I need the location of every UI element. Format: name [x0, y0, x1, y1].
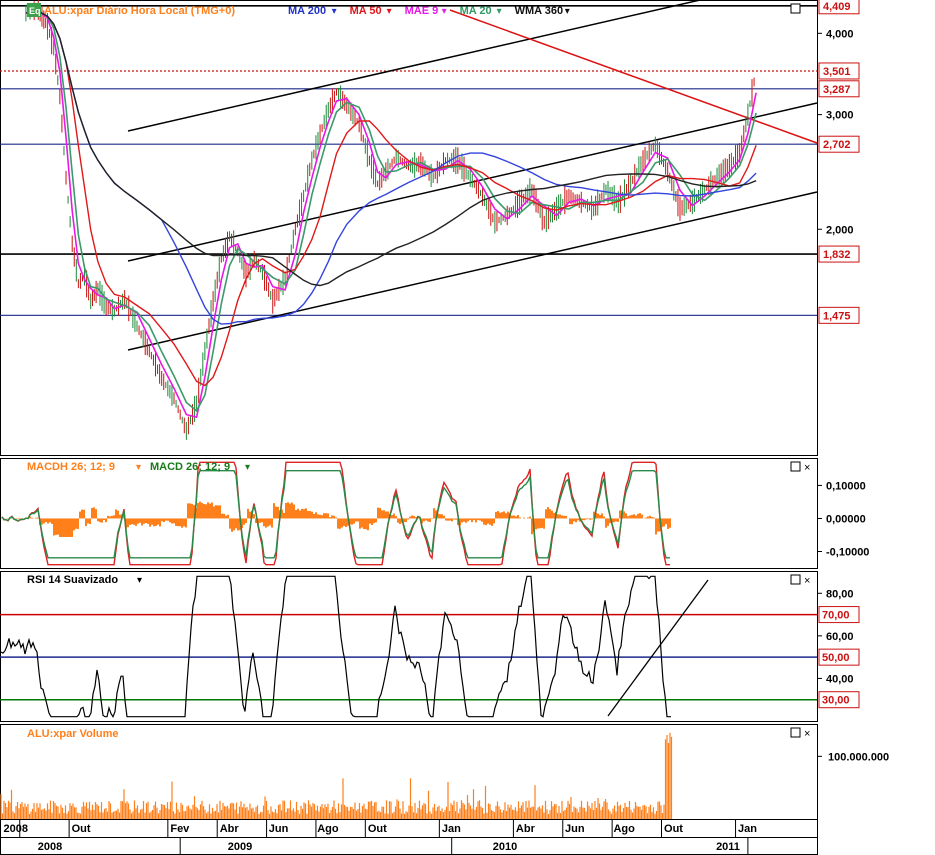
- y-tick-label: 3,000: [826, 110, 854, 122]
- price-panel-controls: [790, 3, 801, 14]
- price-label-box: [818, 135, 860, 153]
- y-tick-label: 4,000: [826, 28, 854, 40]
- rsi-level-label: 50,00: [822, 652, 850, 664]
- year-label: 2008: [38, 841, 62, 853]
- price-series: [25, 0, 757, 440]
- price-axis: 4,409 3,501 3,287 2,702 1,832 1,475 4,000 3,000…: [817, 0, 860, 324]
- indicator-dropdown-icon: ▾: [387, 6, 392, 17]
- rsi-dropdown-icon[interactable]: ▾: [137, 575, 142, 586]
- equity-badge: Eq: [29, 6, 41, 16]
- price-level-label: 4,409: [823, 1, 851, 13]
- volume-maximize-icon[interactable]: [790, 727, 801, 738]
- indicator-dropdown-icon: ▾: [565, 6, 570, 17]
- x-tick-label: Ago: [613, 823, 635, 835]
- price-level-lines: [0, 4, 817, 316]
- x-tick-label: Out: [368, 823, 387, 835]
- x-tick-label: Jan: [738, 823, 757, 835]
- year-label: 2011: [716, 841, 740, 853]
- x-tick-label: Ago: [317, 823, 339, 835]
- rsi-level-label: 30,00: [822, 695, 850, 707]
- resistance-trend-line: [449, 9, 818, 144]
- wma360-line: [25, 10, 757, 287]
- indicator-dropdown-icon: ▾: [332, 6, 337, 17]
- x-tick-label: Out: [664, 823, 683, 835]
- macdh-dropdown-icon[interactable]: ▾: [136, 462, 141, 473]
- indicator-legend-item[interactable]: MA 20: [460, 5, 492, 17]
- indicator-dropdown-icon: ▾: [442, 6, 447, 17]
- x-tick-label: 2008: [4, 823, 28, 835]
- volume-y-tick-label: 100.000.000: [828, 751, 889, 763]
- macd-y-tick-label: -0,10000: [826, 546, 869, 558]
- rsi-y-tick-label: 60,00: [826, 631, 854, 643]
- price-level-label: 3,501: [823, 66, 851, 78]
- rsi-maximize-icon[interactable]: [790, 574, 801, 585]
- macd-header: MACDH 26; 12; 9 ▾ MACD 26; 12; 9 ▾ ×: [27, 461, 810, 474]
- price-level-label: 1,832: [823, 249, 851, 261]
- x-tick-label: Jan: [442, 823, 461, 835]
- macd-panel: 0,10000 0,00000 -0,10000: [1, 461, 869, 566]
- x-tick-label: Jun: [269, 823, 289, 835]
- mae9-line: [25, 10, 757, 419]
- macd-signal-line: [1, 461, 670, 566]
- x-tick-label: Abr: [516, 823, 536, 835]
- rsi-panel: 70,00 50,00 30,00 80,00 60,00 40,00: [0, 575, 860, 719]
- channel-trend-line: [127, 0, 701, 132]
- y-tick-label: 2,000: [826, 224, 854, 236]
- indicator-legend-item[interactable]: WMA 360: [515, 5, 564, 17]
- rsi-label[interactable]: RSI 14 Suavizado: [27, 574, 118, 586]
- rsi-close-icon[interactable]: ×: [804, 575, 810, 587]
- ma50-line: [25, 10, 757, 387]
- indicator-legend-item[interactable]: MA 200: [288, 5, 326, 17]
- price-label-box: [818, 306, 860, 324]
- x-tick-label: Jun: [565, 823, 585, 835]
- rsi-level-label: 70,00: [822, 610, 850, 622]
- panel-frames: [0, 0, 818, 855]
- macd-line: [1, 470, 670, 559]
- macd-maximize-icon[interactable]: [790, 461, 801, 472]
- x-tick-label: Out: [72, 823, 91, 835]
- indicator-legend: MA 200 ▾ MA 50 ▾ MAE 9 ▾ MA 20 ▾ WMA 360 ▾: [288, 5, 570, 17]
- ma20-line: [25, 10, 757, 413]
- price-level-label: 1,475: [823, 310, 851, 322]
- maximize-icon[interactable]: [790, 3, 801, 14]
- rsi-level-box: [818, 606, 860, 624]
- price-level-label: 3,287: [823, 84, 851, 96]
- macd-label[interactable]: MACD 26; 12; 9: [150, 461, 230, 473]
- price-label-box: [818, 80, 860, 98]
- x-tick-label: Abr: [220, 823, 240, 835]
- indicator-legend-item[interactable]: MA 50: [350, 5, 382, 17]
- equity-badge-icon: [27, 3, 41, 17]
- indicator-dropdown-icon: ▾: [497, 6, 502, 17]
- volume-label[interactable]: ALU:xpar Volume: [27, 728, 118, 740]
- price-label-box: [818, 62, 860, 80]
- rsi-line: [0, 575, 671, 719]
- rsi-level-box: [818, 648, 860, 666]
- price-label-box: [818, 0, 860, 15]
- rsi-header: RSI 14 Suavizado ▾ ×: [27, 574, 810, 587]
- indicator-legend-item[interactable]: MAE 9: [405, 5, 439, 17]
- price-level-label: 2,702: [823, 139, 851, 151]
- volume-close-icon[interactable]: ×: [804, 728, 810, 740]
- rsi-y-tick-label: 40,00: [826, 673, 854, 685]
- volume-panel: 100.000.000: [0, 732, 889, 819]
- rsi-y-tick-label: 80,00: [826, 588, 854, 600]
- rsi-trend-line: [607, 579, 709, 717]
- macd-y-tick-label: 0,10000: [826, 480, 866, 492]
- year-label: 2010: [493, 841, 517, 853]
- rsi-level-box: [818, 691, 860, 709]
- macd-dropdown-icon[interactable]: ▾: [245, 462, 250, 473]
- price-label-box: [818, 245, 860, 263]
- x-tick-label: Fev: [170, 823, 190, 835]
- macd-close-icon[interactable]: ×: [804, 462, 810, 474]
- time-axis: 2008 Out Fev Abr Jun Ago Out Jan Abr Jun Ago Out Jan…: [0, 819, 817, 855]
- macd-y-tick-label: 0,00000: [826, 513, 866, 525]
- chart-header: Eq ALU:xpar Diário Hora Local (TMG+0) MA…: [27, 3, 570, 17]
- macdh-label[interactable]: MACDH 26; 12; 9: [27, 461, 115, 473]
- channel-trend-line: [127, 191, 818, 351]
- volume-header: ALU:xpar Volume ×: [27, 727, 810, 740]
- symbol-title[interactable]: ALU:xpar Diário Hora Local (TMG+0): [44, 5, 235, 17]
- year-label: 2009: [228, 841, 252, 853]
